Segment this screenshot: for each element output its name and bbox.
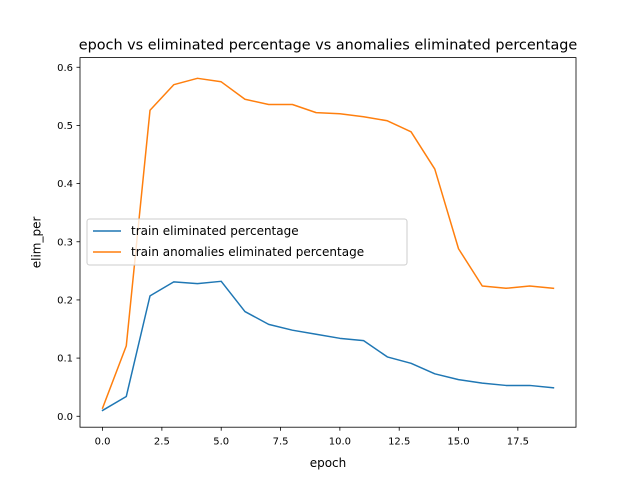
y-axis: 0.0 0.1 0.2 0.3 0.4 0.5 0.6 — [57, 63, 80, 423]
x-axis: 0.0 2.5 5.0 7.5 10.0 12.5 15.0 17.5 — [95, 427, 529, 448]
y-tick-label: 0.5 — [57, 121, 73, 132]
legend-label: train anomalies eliminated percentage — [131, 245, 364, 259]
y-tick-label: 0.3 — [57, 237, 73, 248]
x-tick-label: 7.5 — [273, 437, 289, 448]
y-tick-label: 0.2 — [57, 296, 73, 307]
x-tick-label: 5.0 — [213, 437, 229, 448]
legend: train eliminated percentage train anomali… — [86, 218, 408, 266]
x-tick-label: 10.0 — [329, 437, 351, 448]
x-tick-label: 0.0 — [95, 437, 111, 448]
series-line-eliminated — [101, 280, 555, 412]
y-axis-label: elim_per — [30, 217, 44, 269]
x-axis-label: epoch — [310, 456, 347, 470]
legend-box — [86, 218, 408, 266]
y-tick-label: 0.0 — [57, 412, 73, 423]
chart-title: epoch vs eliminated percentage vs anomal… — [79, 38, 578, 54]
legend-label: train eliminated percentage — [131, 224, 299, 238]
x-tick-label: 15.0 — [447, 437, 469, 448]
plot-frame — [79, 57, 577, 428]
y-tick-label: 0.1 — [57, 354, 73, 365]
x-tick-label: 12.5 — [388, 437, 410, 448]
y-tick-label: 0.6 — [57, 63, 73, 74]
series-line-anomalies-eliminated — [101, 77, 555, 410]
x-tick-label: 17.5 — [507, 437, 529, 448]
y-tick-label: 0.4 — [57, 179, 73, 190]
series-layer — [101, 77, 555, 412]
x-tick-label: 2.5 — [154, 437, 170, 448]
plot-area — [79, 57, 577, 428]
